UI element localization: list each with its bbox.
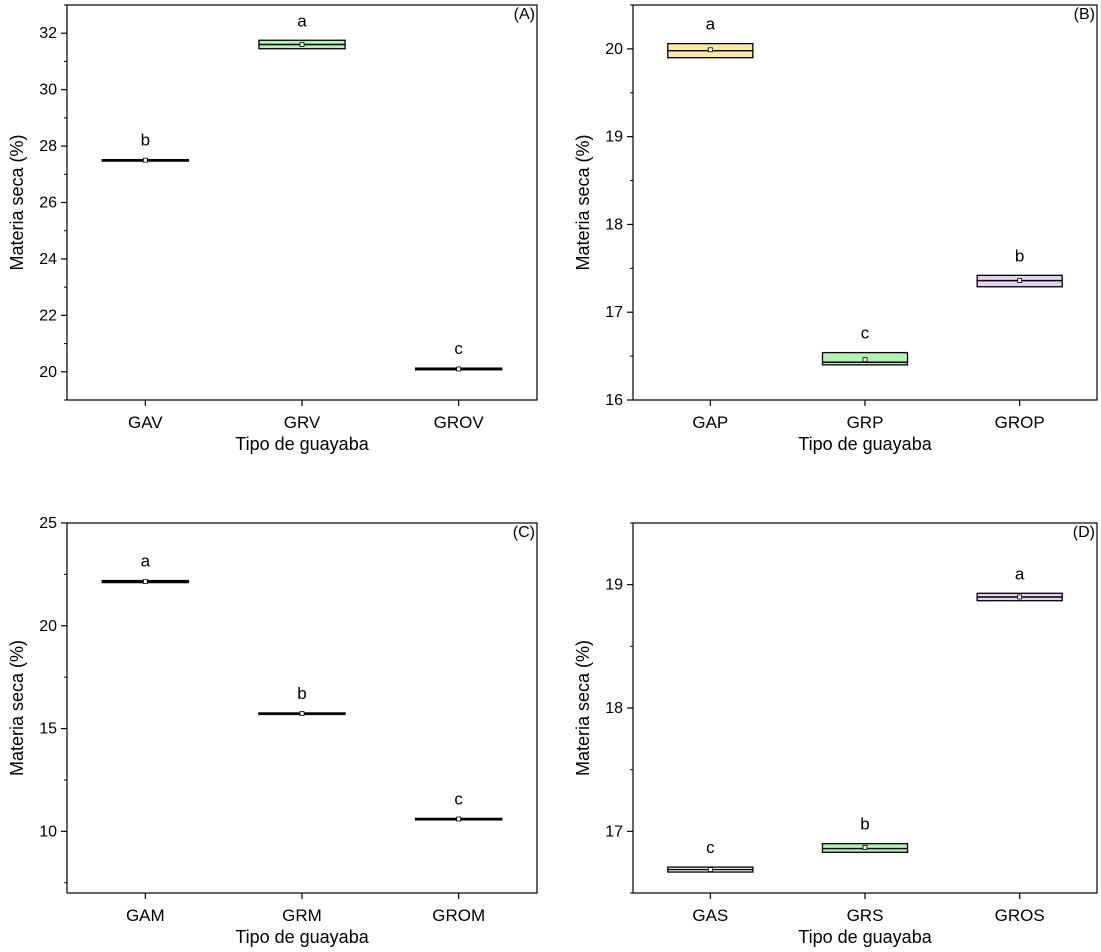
significance-letter: a — [706, 15, 716, 34]
x-category-label: GAP — [692, 413, 728, 432]
mean-marker — [142, 157, 148, 163]
mean-marker — [862, 844, 868, 850]
y-tick-label: 24 — [39, 251, 57, 268]
y-tick-label: 17 — [605, 823, 623, 840]
y-tick-label: 25 — [39, 515, 57, 532]
x-category-label: GAS — [692, 906, 728, 925]
significance-letter: b — [141, 131, 150, 150]
significance-letter: b — [297, 684, 306, 703]
y-tick-label: 15 — [39, 721, 57, 738]
x-category-label: GROP — [995, 413, 1045, 432]
significance-letter: a — [1015, 564, 1025, 583]
x-axis-title: Tipo de guayaba — [798, 927, 932, 947]
mean-marker — [1017, 278, 1023, 284]
significance-letter: a — [297, 11, 307, 30]
panel-label: (A) — [514, 6, 535, 23]
mean-marker — [862, 357, 868, 363]
x-category-label: GRM — [282, 906, 322, 925]
mean-marker — [707, 47, 713, 53]
panel-label: (C) — [513, 524, 535, 541]
plot-frame — [66, 522, 538, 894]
y-tick-label: 20 — [605, 41, 623, 58]
x-category-label: GRP — [847, 413, 884, 432]
y-tick-label: 32 — [39, 25, 57, 42]
y-tick-label: 30 — [39, 82, 57, 99]
significance-letter: b — [1015, 246, 1024, 265]
y-tick-label: 19 — [605, 129, 623, 146]
x-axis-title: Tipo de guayaba — [798, 434, 932, 454]
y-tick-label: 22 — [39, 307, 57, 324]
mean-marker — [456, 366, 462, 372]
x-axis-title: Tipo de guayaba — [235, 927, 369, 947]
x-category-label: GRV — [284, 413, 321, 432]
x-axis-title: Tipo de guayaba — [235, 434, 369, 454]
x-category-label: GROM — [432, 906, 485, 925]
y-axis-title: Materia seca (%) — [7, 640, 27, 776]
mean-marker — [456, 816, 462, 822]
panel-a: 20 22 24 26 28 30 32 GAV GRV GROV b a c Tipo de guaya… — [7, 4, 538, 454]
panel-d: 17 18 19 GAS GRS GROS c b a Tipo de guayaba Materi… — [573, 522, 1098, 947]
plot-frame — [632, 522, 1098, 894]
y-tick-label: 28 — [39, 138, 57, 155]
x-category-label: GAM — [126, 906, 165, 925]
panel-label: (D) — [1073, 524, 1095, 541]
significance-letter: c — [706, 838, 715, 857]
significance-letter: c — [454, 339, 463, 358]
x-category-label: GRS — [847, 906, 884, 925]
y-tick-label: 19 — [605, 577, 623, 594]
x-category-label: GROV — [434, 413, 485, 432]
y-tick-label: 18 — [605, 216, 623, 233]
y-axis-title: Materia seca (%) — [573, 640, 593, 776]
significance-letter: c — [454, 789, 463, 808]
mean-marker — [299, 711, 305, 716]
x-category-label: GROS — [995, 906, 1045, 925]
y-tick-label: 20 — [39, 364, 57, 381]
y-tick-label: 17 — [605, 304, 623, 321]
y-tick-label: 10 — [39, 823, 57, 840]
significance-letter: c — [861, 324, 870, 343]
y-axis-title: Materia seca (%) — [7, 134, 27, 270]
y-axis-title: Materia seca (%) — [573, 134, 593, 270]
y-tick-label: 16 — [605, 392, 623, 409]
panel-b: 16 17 18 19 20 GAP GRP GROP a c b Tipo de guayaba Ma… — [573, 4, 1098, 454]
mean-marker — [707, 867, 713, 872]
panel-c: 10 15 20 25 GAM GRM GROM a b c Tipo de guayaba Mate… — [7, 515, 538, 947]
y-tick-label: 20 — [39, 618, 57, 635]
mean-marker — [142, 579, 148, 584]
plot-frame — [66, 4, 538, 401]
mean-marker — [1017, 594, 1023, 600]
significance-letter: a — [141, 552, 151, 571]
mean-marker — [299, 42, 305, 47]
y-tick-label: 26 — [39, 195, 57, 212]
panel-label: (B) — [1074, 6, 1095, 23]
significance-letter: b — [860, 815, 869, 834]
x-category-label: GAV — [128, 413, 163, 432]
y-tick-label: 18 — [605, 700, 623, 717]
